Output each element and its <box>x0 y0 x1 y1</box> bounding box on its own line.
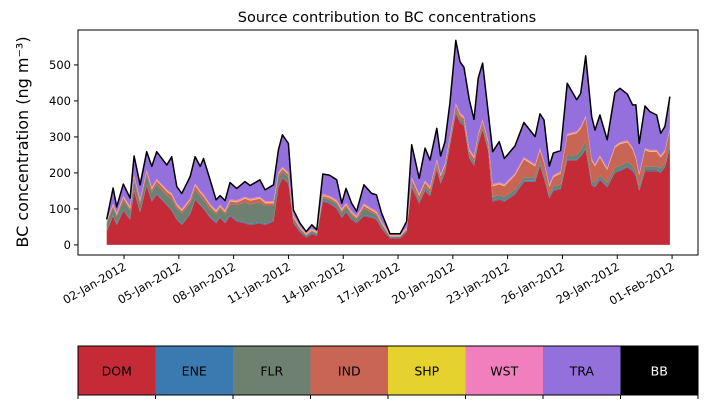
area-dom <box>106 113 670 245</box>
y-tick-label: 100 <box>49 202 71 216</box>
area-tra <box>106 40 670 235</box>
legend-label: FLR <box>260 364 283 379</box>
area-flr <box>106 109 670 238</box>
legend-label: IND <box>338 364 361 379</box>
plot-frame <box>77 29 699 256</box>
legend-swatch-ind <box>310 346 388 395</box>
legend-label: BB <box>651 364 668 379</box>
legend-swatch-tra <box>543 346 621 395</box>
legend-label: SHP <box>414 364 439 379</box>
legend-swatch-bb <box>620 346 698 395</box>
legend-swatch-wst <box>465 346 543 395</box>
legend-colorbar: DOM ENE FLR IND SHP WST TRA BB <box>77 345 699 399</box>
y-axis: 0 100 200 300 400 500 <box>49 58 78 252</box>
chart-title: Source contribution to BC concentrations <box>238 10 536 26</box>
legend-swatch-flr <box>233 346 311 395</box>
x-axis: 02-Jan-201205-Jan-201208-Jan-201211-Jan-… <box>60 255 677 308</box>
legend-swatch-dom <box>78 346 156 395</box>
y-axis-label: BC concentration (ng m⁻³) <box>13 36 32 247</box>
legend-label: TRA <box>569 364 595 379</box>
legend-label: WST <box>490 364 518 379</box>
legend-label: ENE <box>182 364 207 379</box>
total-line <box>105 39 671 235</box>
y-tick-label: 400 <box>49 94 71 108</box>
legend-label: DOM <box>102 364 132 379</box>
y-tick-label: 300 <box>49 130 71 144</box>
legend-swatch-shp <box>388 346 466 395</box>
legend-swatch-ene <box>155 346 233 395</box>
stacked-areas <box>105 39 671 245</box>
y-tick-label: 0 <box>64 238 71 252</box>
y-tick-label: 200 <box>49 166 71 180</box>
y-tick-label: 500 <box>49 58 71 72</box>
